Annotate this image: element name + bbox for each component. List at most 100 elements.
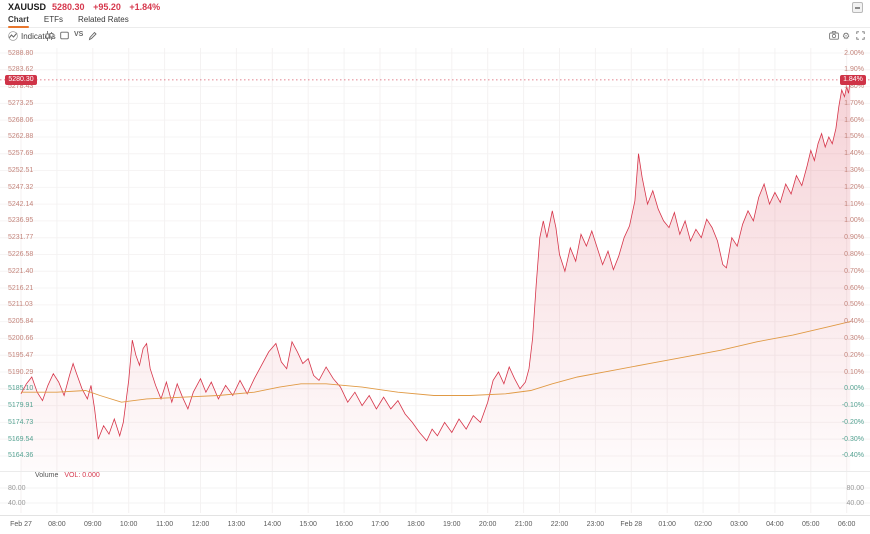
price-axis-label: 5226.58: [8, 250, 34, 258]
price-axis-label: 5273.25: [8, 99, 34, 107]
time-axis-label: 03:00: [730, 521, 748, 528]
percent-axis-label: 1.40%: [844, 150, 864, 158]
indicators-label: Indicators: [21, 31, 56, 41]
time-axis-label: 11:00: [156, 521, 174, 528]
compare-button[interactable]: VS: [74, 31, 83, 38]
price-axis-label: 5174.73: [8, 418, 34, 426]
chart-type-button[interactable]: [45, 31, 54, 41]
time-axis-label: 23:00: [586, 521, 605, 528]
fullscreen-button[interactable]: [856, 31, 865, 40]
price-axis-label: 5164.36: [8, 452, 34, 460]
compare-vs-icon: VS: [74, 31, 84, 38]
price-change-pct: +1.84%: [129, 2, 161, 12]
ma-line: [21, 321, 851, 403]
volume-value: VOL: 0.000: [64, 472, 100, 479]
time-axis-label: 10:00: [119, 521, 138, 528]
time-axis-label: 13:00: [227, 521, 246, 528]
price-axis-label: 5205.84: [8, 318, 34, 326]
time-axis-label: Feb 27: [10, 521, 32, 528]
price-axis-label: 5236.95: [8, 217, 34, 225]
tab-chart[interactable]: Chart: [8, 13, 29, 28]
price-area: [21, 79, 851, 472]
fullscreen-icon: [856, 31, 865, 40]
percent-axis-label: 1.60%: [844, 116, 864, 124]
time-axis-label: 14:00: [263, 521, 282, 528]
time-axis-label: 05:00: [802, 521, 820, 528]
percent-axis-label: 0.20%: [844, 351, 864, 359]
price-axis-label: 5231.77: [8, 234, 34, 242]
time-axis-label: 15:00: [299, 521, 317, 528]
percent-axis-label: 1.20%: [844, 183, 864, 191]
price-axis-label: 5252.51: [8, 167, 34, 175]
price-axis-label: 5283.62: [8, 66, 34, 74]
volume-legend: Volume VOL: 0.000: [35, 472, 100, 480]
percent-axis-label: 1.80%: [844, 83, 864, 91]
percent-axis-label: 1.10%: [844, 200, 864, 208]
price-axis-label: 5179.91: [8, 402, 34, 410]
time-axis-label: 04:00: [766, 521, 784, 528]
snapshot-button[interactable]: [829, 31, 839, 40]
time-axis-label: 06:00: [837, 521, 856, 528]
tab-etfs[interactable]: ETFs: [43, 15, 63, 24]
percent-axis-label: 0.00%: [844, 385, 864, 393]
camera-icon: [829, 31, 839, 40]
volume-axis-label: 40.00: [8, 499, 26, 507]
percent-axis-label: -0.20%: [841, 418, 864, 426]
price-axis-label: 5200.66: [8, 334, 34, 342]
price-axis-label: 5221.40: [8, 267, 34, 275]
percent-axis-label: 1.70%: [844, 99, 864, 107]
price-axis-label: 5185.10: [8, 385, 34, 393]
time-axis-label: 09:00: [84, 521, 102, 528]
percent-axis-label: -0.30%: [841, 435, 864, 443]
percent-axis-label: 0.60%: [844, 284, 864, 292]
volume-axis-label: 40.00: [846, 499, 864, 507]
time-axis-label: 12:00: [191, 521, 210, 528]
price-axis-label: 5169.54: [8, 435, 34, 443]
price-axis-label: 5242.14: [8, 200, 34, 208]
volume-axis-label: 80.00: [846, 484, 864, 492]
tab-related-rates[interactable]: Related Rates: [78, 15, 129, 24]
price-axis-label: 5268.06: [8, 116, 34, 124]
percent-axis-label: 1.50%: [844, 133, 864, 141]
tab-bar: Chart ETFs Related Rates: [0, 13, 870, 28]
percent-axis-label: 0.10%: [844, 368, 864, 376]
percent-axis-label: 0.80%: [844, 250, 864, 258]
percent-axis-label: 2.00%: [844, 49, 864, 57]
time-axis-label: 08:00: [48, 521, 66, 528]
price-axis-label: 5262.88: [8, 133, 34, 141]
quote-summary: 5280.30 +95.20 +1.84%: [52, 2, 166, 12]
time-axis-label: 02:00: [694, 521, 712, 528]
time-axis-label: 20:00: [478, 521, 497, 528]
percent-axis-label: 1.00%: [844, 217, 864, 225]
time-axis-label: 17:00: [371, 521, 389, 528]
price-axis-label: 5257.69: [8, 150, 34, 158]
last-price: 5280.30: [52, 2, 85, 12]
chart-region[interactable]: 5288.80 5283.62 5278.43 5273.25 5268.06 5262.…: [0, 48, 870, 515]
price-axis-label: 5247.32: [8, 183, 34, 191]
percent-axis-label: 0.90%: [844, 234, 864, 242]
time-axis-label: Feb 28: [620, 521, 643, 528]
price-axis-label: 5278.43: [8, 83, 34, 91]
price-line: [20, 79, 851, 442]
indicators-icon: [8, 31, 18, 41]
header: XAUUSD 5280.30 +95.20 +1.84%: [0, 0, 870, 14]
popout-icon[interactable]: [852, 2, 863, 13]
volume-axis-label: 80.00: [8, 484, 26, 492]
chart-settings-button[interactable]: ⚙: [842, 31, 850, 41]
time-scale[interactable]: Feb 27 08:00 09:00 10:00 11:00 12:00 13:00 14:0…: [0, 515, 870, 534]
price-axis-label: 5195.47: [8, 351, 34, 359]
indicators-button[interactable]: Indicators: [8, 31, 56, 41]
draw-button[interactable]: [88, 31, 97, 41]
gear-icon: ⚙: [842, 31, 851, 41]
price-axis-label: 5190.29: [8, 368, 34, 376]
time-axis-label: 21:00: [514, 521, 533, 528]
last-percent-badge: 1.84%: [840, 74, 866, 85]
percent-axis-label: 0.30%: [844, 334, 864, 342]
candlestick-icon: [45, 31, 54, 41]
chart-canvas: [0, 48, 870, 513]
price-axis-label: 5216.21: [8, 284, 34, 292]
percent-axis-label: 1.90%: [844, 66, 864, 74]
price-axis-label: 5211.03: [8, 301, 33, 309]
drawing-rect-button[interactable]: [60, 31, 69, 40]
